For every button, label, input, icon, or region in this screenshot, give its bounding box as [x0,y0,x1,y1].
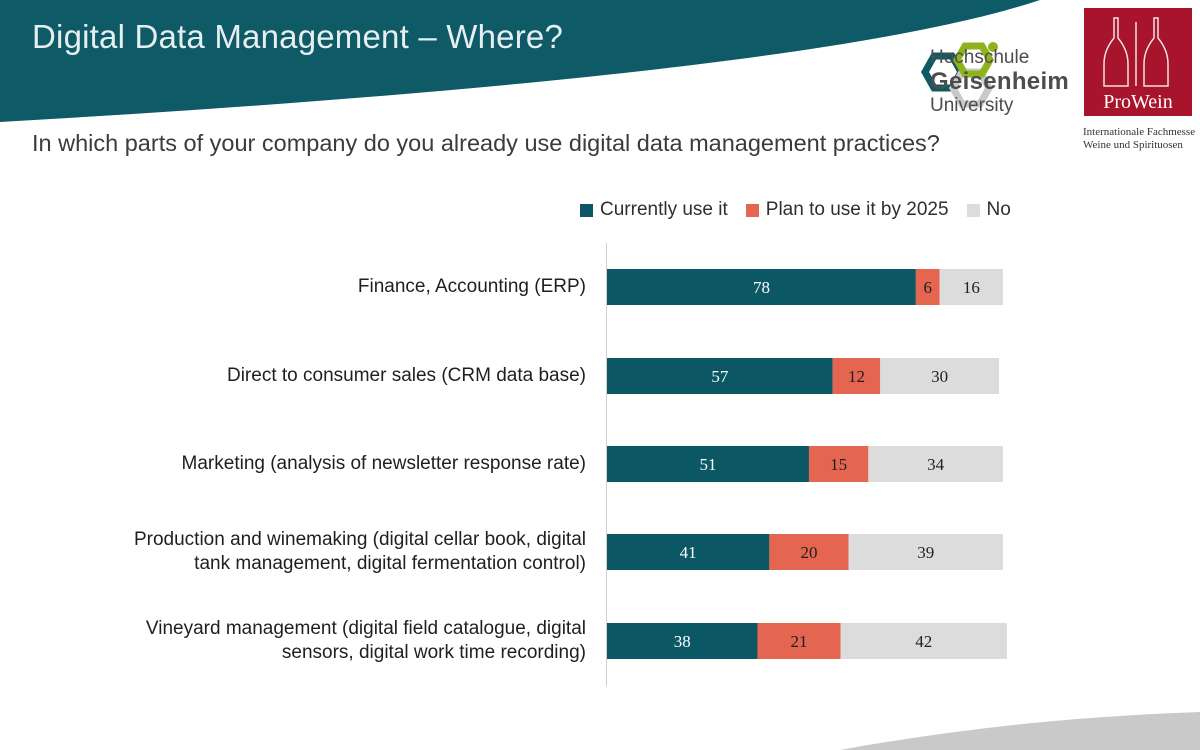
bar-value-label: 41 [680,543,697,562]
bar-value-label: 21 [791,632,808,651]
bar-value-label: 39 [917,543,934,562]
bar-value-label: 12 [848,367,865,386]
legend-item-current: Currently use it [580,199,728,221]
legend-label-plan: Plan to use it by 2025 [765,199,949,220]
bar-value-label: 42 [915,632,932,651]
bar-value-label: 38 [674,632,691,651]
category-label: Marketing (analysis of newsletter respon… [182,452,586,476]
bar-value-label: 15 [830,455,847,474]
category-label-line: Marketing (analysis of newsletter respon… [181,453,586,474]
category-label: Finance, Accounting (ERP) [358,275,586,299]
bar-segment [915,269,940,305]
bar-segment [848,534,1003,570]
chart-legend: Currently use it Plan to use it by 2025 … [580,198,1029,222]
category-label-line: Production and winemaking (digital cella… [133,529,586,550]
bar-segment [840,623,1007,659]
bar-segment [769,534,849,570]
survey-question: In which parts of your company do you al… [32,130,940,156]
bar-value-label: 51 [699,455,716,474]
slide-title: Digital Data Management – Where? [32,18,563,55]
legend-label-no: No [986,199,1011,220]
legend-swatch-current [580,203,593,217]
bar-value-label: 57 [711,367,729,386]
bar-value-label: 20 [800,543,817,562]
bar-segment [808,446,869,482]
bar-segment [607,269,916,305]
category-label: Direct to consumer sales (CRM data base) [227,364,586,388]
prowein-wordmark: ProWein [1103,91,1173,113]
hgu-line1: Hochschule [930,47,1030,68]
category-label-line: tank management, digital fermentation co… [194,553,586,574]
bar-value-label: 16 [963,278,980,297]
legend-swatch-plan [745,203,759,217]
category-label-line: Vineyard management (digital field catal… [145,618,586,639]
hgu-line2: Geisenheim [930,68,1070,95]
bar-segment [939,269,1003,305]
legend-swatch-no [966,203,980,217]
bar-segment [868,446,1003,482]
bar-value-label: 30 [931,367,948,386]
bar-value-label: 6 [924,278,933,297]
bar-segment [607,358,833,394]
bar-segment [607,446,809,482]
category-label: Vineyard management (digital field catal… [146,617,586,665]
bar-segment [757,623,841,659]
prowein-caption-line1: Internationale Fachmesse [1083,126,1196,138]
bar-value-label: 78 [753,278,770,297]
hgu-logo-text: Hochschule Geisenheim University [930,48,1069,115]
bar-segment [607,534,770,570]
hgu-line3: University [930,95,1014,116]
legend-label-current: Currently use it [600,199,728,220]
legend-item-plan: Plan to use it by 2025 [745,199,949,221]
header-band [0,0,1040,122]
prowein-logo: ProWein [1084,8,1192,116]
category-label-line: Direct to consumer sales (CRM data base) [226,365,586,386]
bar-value-label: 34 [927,455,945,474]
prowein-caption-line2: Weine und Spirituosen [1083,138,1183,151]
category-label: Production and winemaking (digital cella… [134,528,586,576]
bar-segment [607,623,758,659]
prowein-caption: Internationale Fachmesse Weine und Spiri… [1083,126,1195,151]
hgu-hexagon-logo-icon [920,42,998,108]
legend-item-no: No [966,199,1011,221]
category-label-line: Finance, Accounting (ERP) [357,276,586,297]
category-label-line: sensors, digital work time recording) [281,642,586,663]
bar-segment [832,358,881,394]
bar-segment [880,358,1000,394]
